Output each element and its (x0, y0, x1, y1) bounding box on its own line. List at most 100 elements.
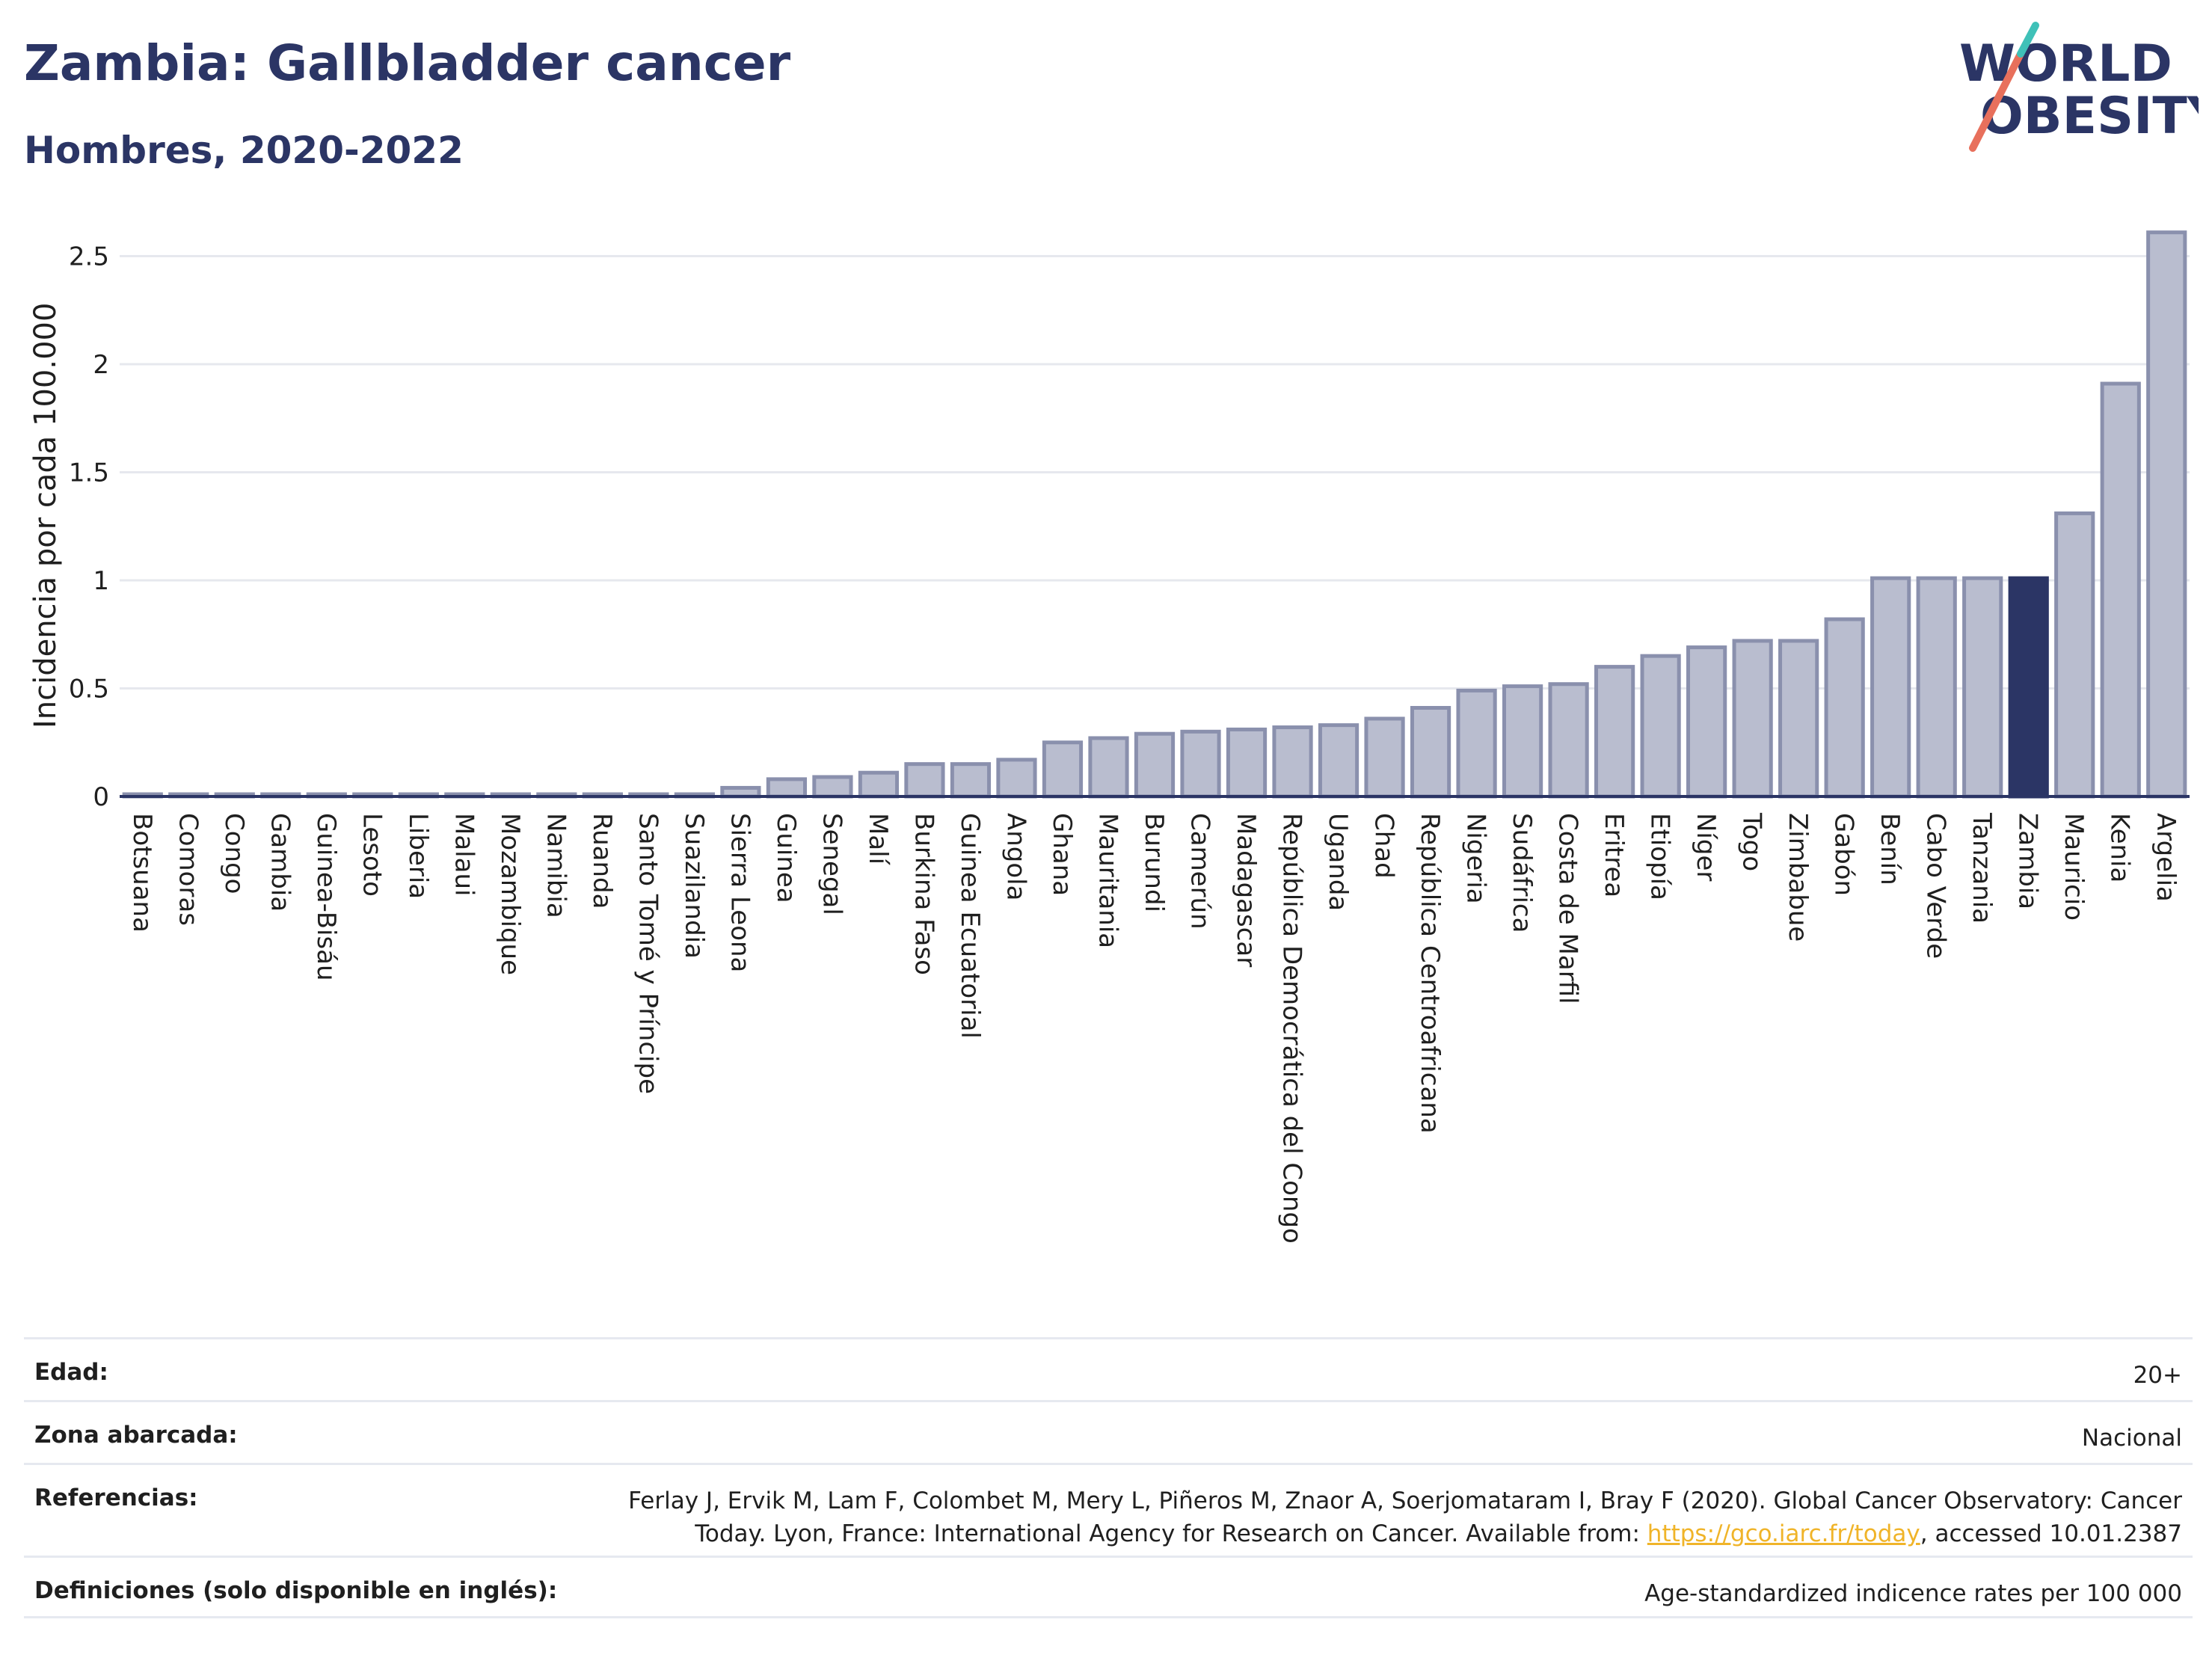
bar-ghana (1042, 740, 1084, 799)
chart-subtitle: Hombres, 2020-2022 (24, 129, 464, 172)
x-tick-label: Mozambique (495, 813, 525, 975)
x-tick-label: Sudáfrica (1507, 813, 1537, 933)
world-obesity-logo: WORLD OBESITY (1959, 22, 2199, 152)
x-tick-label: Burundi (1139, 813, 1169, 912)
x-tick-label: Guinea-Bisáu (311, 813, 341, 981)
definitions-value: Age-standardized indicence rates per 100… (1644, 1580, 2182, 1607)
bar-camer-n (1180, 729, 1221, 799)
x-tick-label: Zambia (2013, 813, 2043, 909)
x-tick-label: Liberia (403, 813, 433, 899)
x-tick-label: Comoras (173, 813, 203, 926)
bar-nigeria (1456, 688, 1497, 799)
x-tick-label: Ghana (1047, 813, 1077, 896)
bar-costa-de-marfil (1548, 682, 1589, 799)
info-table: Edad: 20+ Zona abarcada: Nacional Refere… (24, 1337, 2193, 1618)
bar-togo (1732, 639, 1773, 799)
x-tick-label: Eritrea (1599, 813, 1629, 897)
bar-senegal (812, 775, 853, 799)
y-tick-label: 0 (93, 782, 109, 812)
info-row-age: Edad: 20+ (24, 1337, 2193, 1400)
bar-tanzania (1962, 576, 2003, 799)
y-tick-label: 2 (93, 350, 109, 380)
y-tick-label: 0.5 (69, 675, 109, 704)
bar-argelia (2146, 230, 2187, 799)
x-tick-label: Chad (1369, 813, 1399, 879)
y-tick-label: 2.5 (69, 242, 109, 272)
y-axis-title: Incidencia por cada 100.000 (28, 303, 63, 729)
bar-etiop-a (1640, 654, 1681, 799)
area-label: Zona abarcada: (34, 1422, 238, 1449)
references-value: Ferlay J, Ervik M, Lam F, Colombet M, Me… (628, 1484, 2182, 1550)
bar-sud-frica (1502, 684, 1543, 799)
bar-angola (996, 758, 1037, 799)
x-tick-label: Kenia (2105, 813, 2135, 882)
x-tick-label: Mauritania (1093, 813, 1122, 948)
bar-mauricio (2054, 511, 2095, 799)
bar-eritrea (1594, 665, 1635, 799)
bar-guinea (766, 777, 808, 799)
bar-cabo-verde (1916, 576, 1957, 799)
x-tick-label: Togo (1737, 812, 1767, 871)
x-tick-label: Etiopía (1645, 813, 1675, 900)
x-tick-label: Guinea Ecuatorial (955, 813, 985, 1039)
x-tick-label: Cabo Verde (1921, 813, 1951, 959)
x-tick-label: Camerún (1185, 813, 1215, 930)
bar-rep-blica-centroafricana (1410, 706, 1451, 799)
x-axis-labels: Botsuana Comoras Congo Gambia Guinea-Bisáu Le… (127, 812, 2181, 1244)
x-tick-label: Guinea (771, 813, 801, 903)
bar-mal- (858, 770, 900, 799)
references-line-2-suffix: , accessed 10.01.2387 (1920, 1520, 2182, 1547)
x-tick-label: Malí (863, 813, 893, 866)
bar-n-ger (1686, 645, 1727, 799)
x-tick-label: Madagascar (1231, 813, 1261, 967)
bar-ben-n (1870, 576, 1911, 799)
bar-madagascar (1226, 727, 1268, 799)
x-tick-label: Tanzania (1967, 812, 1997, 924)
x-tick-label: Santo Tomé y Príncipe (633, 813, 663, 1094)
x-tick-label: Namibia (541, 813, 571, 918)
x-tick-label: Senegal (817, 813, 847, 915)
x-tick-label: Gambia (265, 813, 295, 912)
info-row-references: Referencias: Ferlay J, Ervik M, Lam F, C… (24, 1463, 2193, 1556)
bar-burkina-faso (904, 762, 945, 799)
y-tick-label: 1.5 (69, 458, 109, 488)
bar-burundi (1134, 731, 1176, 799)
references-line-2-prefix: Today. Lyon, France: International Agenc… (695, 1520, 1647, 1547)
bar-kenia (2100, 381, 2141, 799)
references-label: Referencias: (34, 1484, 198, 1511)
age-value: 20+ (2133, 1362, 2182, 1389)
x-tick-label: Ruanda (587, 813, 617, 909)
y-axis-ticks: 0 0.5 1 1.5 2 2.5 (69, 242, 109, 813)
bar-rep-blica-democr-tica-del-congo (1272, 725, 1313, 799)
bar-uganda (1318, 723, 1360, 799)
bars (122, 230, 2187, 799)
x-tick-label: Costa de Marfil (1553, 813, 1583, 1004)
info-row-definitions: Definiciones (solo disponible en inglés)… (24, 1556, 2193, 1618)
area-value: Nacional (2081, 1425, 2182, 1452)
bar-guinea-ecuatorial (950, 762, 992, 799)
x-tick-label: Sierra Leona (725, 813, 755, 972)
x-tick-label: Congo (219, 813, 249, 894)
definitions-label: Definiciones (solo disponible en inglés)… (34, 1577, 558, 1604)
x-tick-label: Níger (1691, 813, 1721, 881)
chart-title: Zambia: Gallbladder cancer (24, 34, 791, 92)
x-tick-label: Benín (1875, 813, 1905, 885)
y-tick-label: 1 (93, 566, 109, 596)
age-label: Edad: (34, 1359, 108, 1386)
svg-text:WORLD: WORLD (1959, 34, 2172, 93)
x-tick-label: Malaui (449, 813, 479, 896)
x-tick-label: Zimbabue (1783, 813, 1813, 942)
bar-zimbabue (1778, 639, 1819, 799)
x-tick-label: República Centroafricana (1415, 813, 1445, 1134)
x-tick-label: Argelia (2151, 813, 2181, 902)
bar-chart: 0 0.5 1 1.5 2 2.5 Botsuana Comoras Congo Gambia G… (28, 230, 2190, 1244)
bar-gab-n (1824, 617, 1865, 799)
x-tick-label: Botsuana (127, 813, 157, 933)
x-tick-label: Nigeria (1461, 813, 1491, 904)
x-tick-label: Gabón (1829, 813, 1859, 896)
bar-zambia (2008, 576, 2049, 799)
references-link[interactable]: https://gco.iarc.fr/today (1647, 1520, 1920, 1547)
info-row-area: Zona abarcada: Nacional (24, 1400, 2193, 1463)
x-tick-label: Burkina Faso (909, 813, 938, 975)
x-tick-label: Lesoto (357, 813, 387, 897)
